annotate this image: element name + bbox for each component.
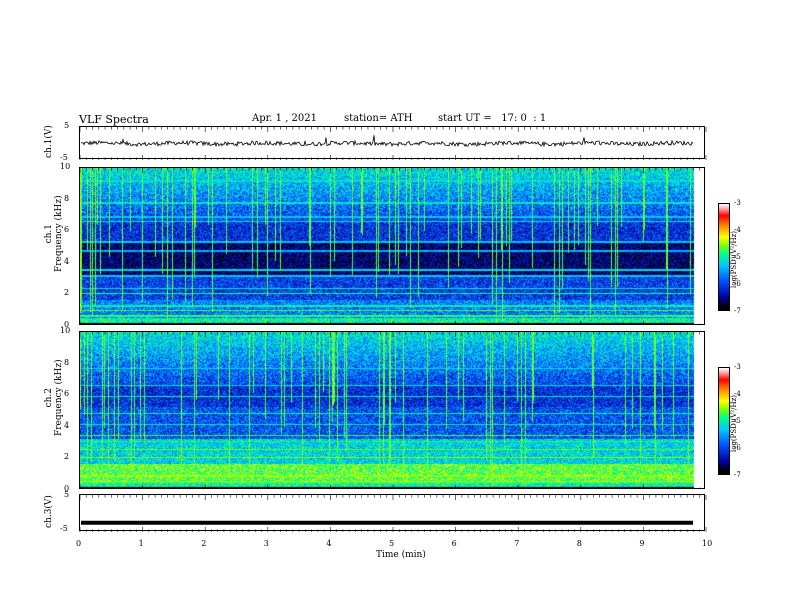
ch2-colorbar-label: log(PSD)(V²/Hz)	[730, 395, 738, 452]
ch1-ylabel-text: ch.1 Frequency (kHz)	[44, 195, 64, 272]
x-tick-label: 5	[389, 539, 395, 548]
ch2-spectrogram-ylabel: ch.2 Frequency (kHz)	[44, 359, 64, 436]
x-axis-label: Time (min)	[376, 550, 426, 560]
ch2-spectrogram-panel	[79, 331, 705, 489]
station-label: station= ATH	[344, 113, 413, 124]
freq-tick-label: 2	[64, 452, 70, 462]
freq-tick-label: 4	[64, 256, 70, 266]
ch1-spectrogram-heatmap	[80, 168, 704, 324]
ch1-colorbar	[718, 203, 730, 311]
colorbar-tick-label: -4	[734, 390, 741, 398]
start-ut-label: start UT = 17: 0 : 1	[438, 113, 547, 124]
x-tick-label: 8	[576, 539, 582, 548]
ch3-wave-ytick-bottom: -5	[60, 524, 68, 533]
ch1-waveform-panel	[79, 126, 707, 160]
ch3-wave-ytick-top: 5	[64, 490, 70, 499]
x-tick-label: 1	[138, 539, 144, 548]
x-tick-label: 0	[76, 539, 82, 548]
freq-tick-label: 8	[64, 193, 70, 203]
colorbar-tick-label: -3	[734, 199, 741, 207]
x-tick-label: 4	[326, 539, 332, 548]
ch3-waveform-panel	[79, 494, 707, 532]
freq-tick-label: 6	[64, 225, 70, 235]
ch3-waveform-plot	[79, 495, 707, 532]
x-tick-label: 2	[201, 539, 207, 548]
colorbar-tick-label: -5	[734, 417, 741, 425]
waveform-line	[80, 135, 694, 148]
colorbar-tick-label: -3	[734, 363, 741, 371]
colorbar-tick-label: -4	[734, 226, 741, 234]
ch1-wave-ytick-top: 5	[64, 121, 70, 130]
date-label: Apr. 1 , 2021	[252, 113, 318, 124]
freq-tick-label: 0	[64, 484, 70, 493]
x-tick-label: 7	[514, 539, 520, 548]
colorbar-tick-label: -7	[734, 307, 741, 315]
freq-tick-label: 10	[60, 326, 71, 335]
colorbar-tick-label: -7	[734, 471, 741, 479]
freq-tick-label: 0	[64, 320, 70, 329]
ch2-spectrogram-heatmap	[80, 332, 704, 488]
ch1-waveform-plot	[79, 127, 707, 160]
ch1-wave-ytick-bottom: -5	[60, 153, 68, 162]
colorbar-tick-label: -5	[734, 253, 741, 261]
ch1-spectrogram-ylabel: ch.1 Frequency (kHz)	[44, 195, 64, 272]
ch1-spectrogram-panel	[79, 167, 705, 325]
freq-tick-label: 6	[64, 389, 70, 399]
ch2-ylabel-text: ch.2 Frequency (kHz)	[44, 359, 64, 436]
ch1-colorbar-label: log(PSD)(V²/Hz)	[730, 231, 738, 288]
x-tick-label: 6	[451, 539, 457, 548]
freq-tick-label: 2	[64, 288, 70, 298]
chart-title: VLF Spectra	[79, 113, 149, 126]
x-tick-label: 10	[702, 539, 713, 548]
colorbar-tick-label: -6	[734, 280, 741, 288]
freq-tick-label: 8	[64, 357, 70, 367]
freq-tick-label: 4	[64, 420, 70, 430]
ch1-waveform-ylabel: ch.1(V)	[44, 125, 54, 158]
ch3-waveform-ylabel: ch.3(V)	[44, 495, 54, 528]
colorbar-tick-label: -6	[734, 444, 741, 452]
x-tick-label: 9	[639, 539, 645, 548]
ch2-colorbar	[718, 367, 730, 475]
freq-tick-label: 10	[60, 162, 71, 171]
x-tick-label: 3	[263, 539, 269, 548]
